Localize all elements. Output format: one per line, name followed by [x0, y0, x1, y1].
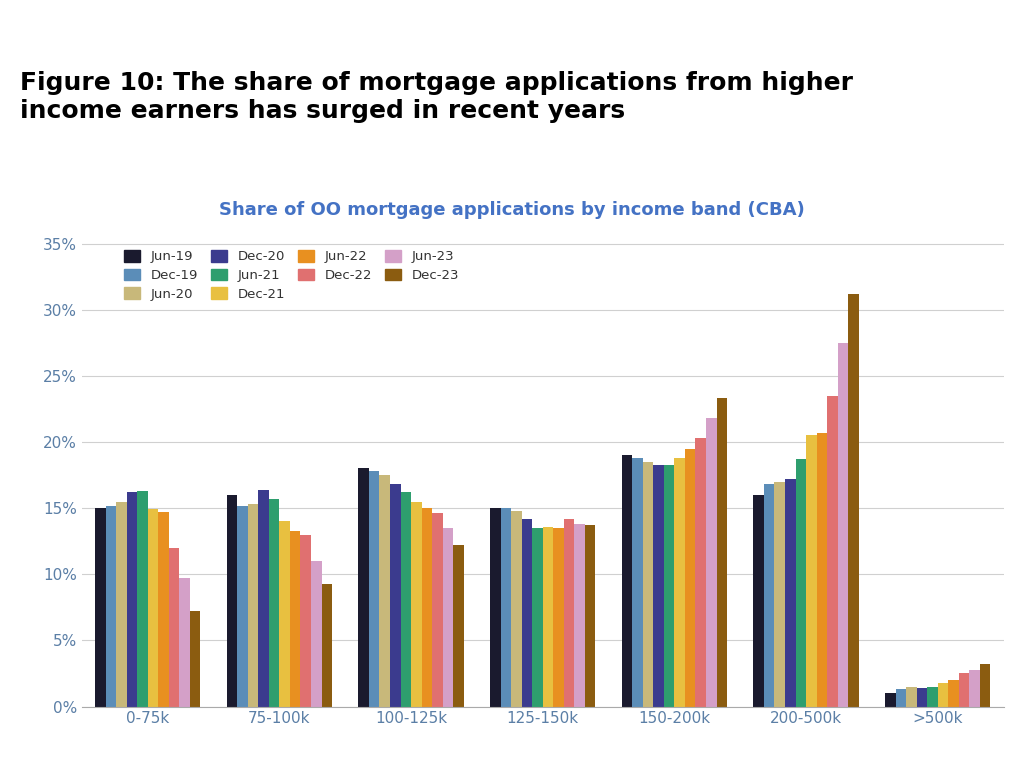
Bar	[454, 545, 464, 707]
Bar	[906, 687, 916, 707]
Bar	[938, 683, 948, 707]
Bar	[806, 435, 816, 707]
Bar	[290, 531, 300, 707]
Bar	[432, 514, 442, 707]
Bar	[532, 528, 543, 707]
Bar	[358, 468, 369, 707]
Bar	[127, 492, 137, 707]
Bar	[238, 505, 248, 707]
Bar	[543, 527, 553, 707]
Bar	[248, 505, 258, 707]
Bar	[300, 535, 311, 707]
Bar	[411, 502, 422, 707]
Bar	[269, 499, 280, 707]
Bar	[322, 584, 332, 707]
Bar	[574, 524, 585, 707]
Bar	[95, 508, 105, 707]
Bar	[706, 419, 717, 707]
Bar	[511, 511, 521, 707]
Bar	[675, 458, 685, 707]
Bar	[553, 528, 564, 707]
Bar	[796, 459, 806, 707]
Bar	[653, 465, 664, 707]
Bar	[885, 694, 896, 707]
Bar	[958, 674, 970, 707]
Legend: Jun-19, Dec-19, Jun-20, Dec-20, Jun-21, Dec-21, Jun-22, Dec-22, Jun-23, Dec-23: Jun-19, Dec-19, Jun-20, Dec-20, Jun-21, …	[119, 245, 464, 306]
Text: Figure 10: The share of mortgage applications from higher
income earners has sur: Figure 10: The share of mortgage applica…	[20, 71, 853, 123]
Bar	[280, 521, 290, 707]
Bar	[521, 518, 532, 707]
Bar	[179, 578, 189, 707]
Bar	[147, 509, 159, 707]
Bar	[422, 508, 432, 707]
Bar	[764, 485, 774, 707]
Bar	[774, 482, 785, 707]
Bar	[116, 502, 127, 707]
Bar	[916, 688, 927, 707]
Bar	[490, 508, 501, 707]
Bar	[927, 687, 938, 707]
Bar	[390, 485, 400, 707]
Bar	[564, 518, 574, 707]
Bar	[717, 399, 727, 707]
Text: Share of OO mortgage applications by income band (CBA): Share of OO mortgage applications by inc…	[219, 201, 805, 219]
Bar	[664, 465, 675, 707]
Bar	[226, 495, 238, 707]
Bar	[632, 458, 643, 707]
Bar	[258, 490, 269, 707]
Bar	[159, 512, 169, 707]
Bar	[816, 433, 827, 707]
Bar	[380, 475, 390, 707]
Bar	[785, 479, 796, 707]
Bar	[848, 294, 859, 707]
Bar	[622, 455, 632, 707]
Bar	[189, 611, 201, 707]
Bar	[369, 471, 380, 707]
Bar	[896, 690, 906, 707]
Bar	[105, 505, 116, 707]
Bar	[695, 438, 706, 707]
Bar	[838, 343, 848, 707]
Bar	[970, 670, 980, 707]
Bar	[169, 548, 179, 707]
Bar	[442, 528, 454, 707]
Bar	[585, 525, 595, 707]
Bar	[980, 664, 990, 707]
Bar	[948, 680, 958, 707]
Bar	[827, 396, 838, 707]
Bar	[643, 462, 653, 707]
Bar	[400, 492, 411, 707]
Bar	[754, 495, 764, 707]
Bar	[311, 561, 322, 707]
Bar	[137, 491, 147, 707]
Bar	[501, 508, 511, 707]
Bar	[685, 449, 695, 707]
